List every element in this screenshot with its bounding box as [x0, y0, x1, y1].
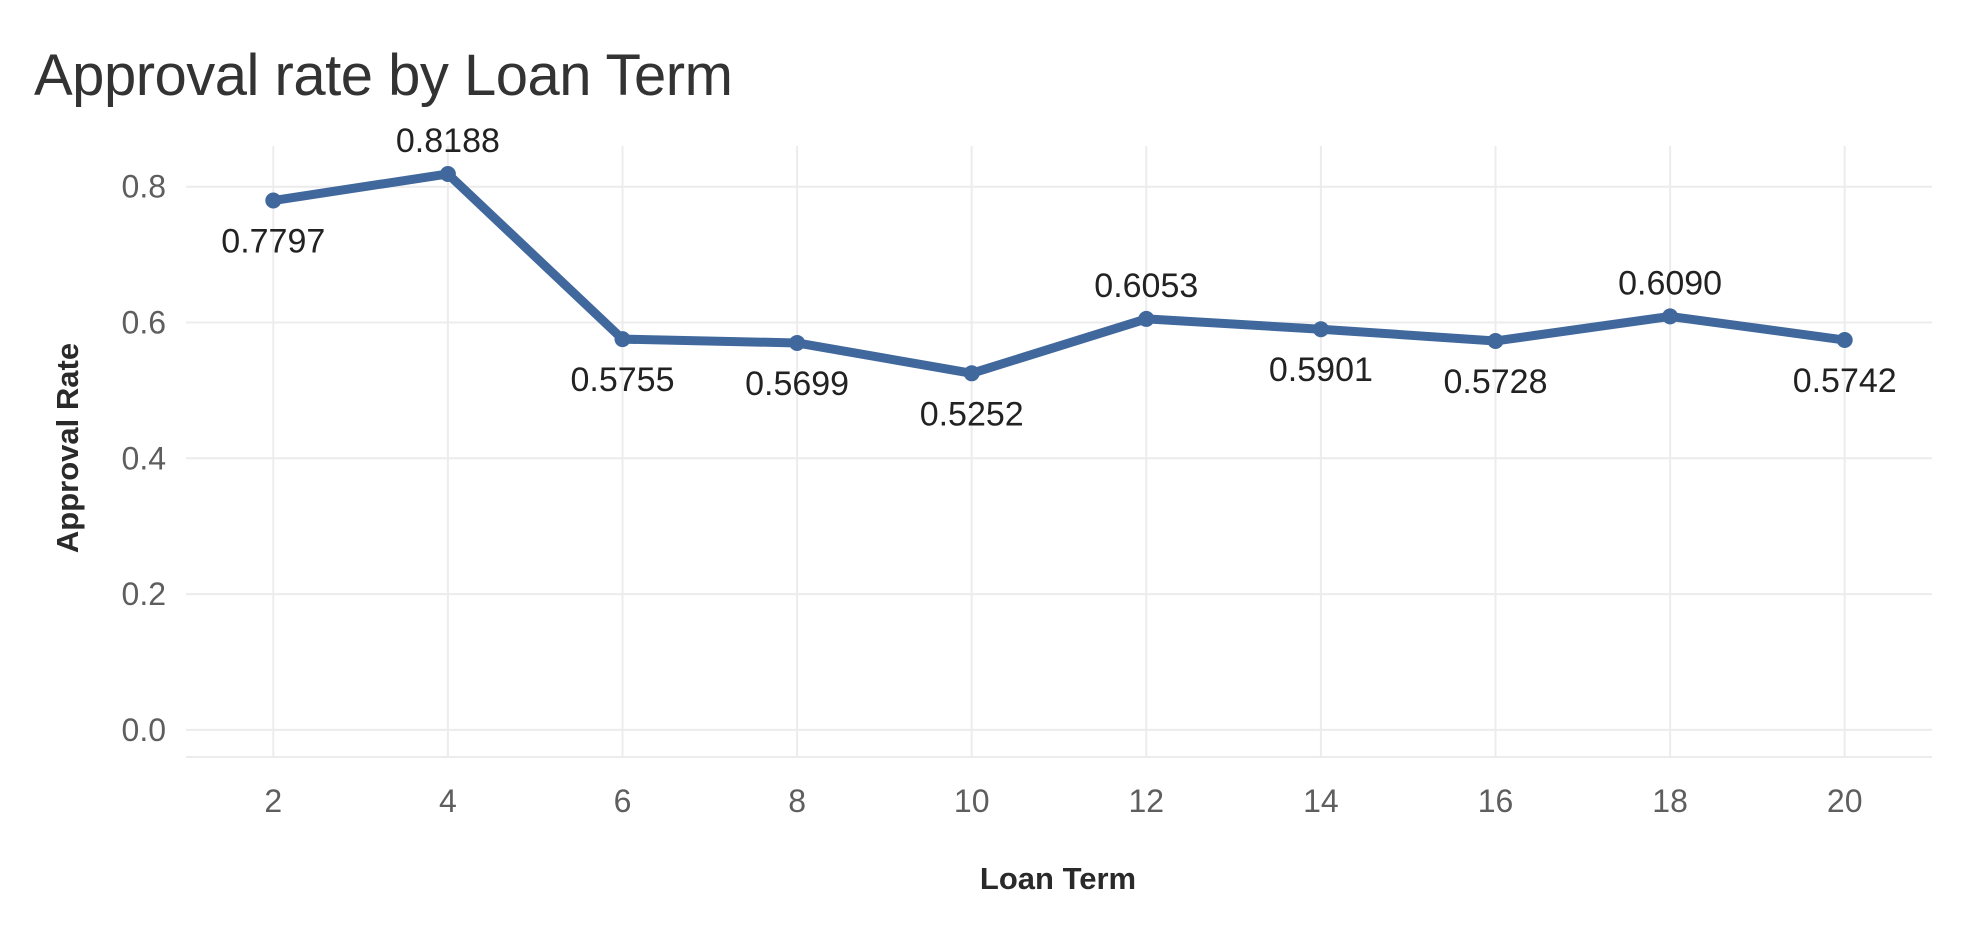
- data-point: [1487, 332, 1504, 349]
- data-label: 0.6053: [1094, 267, 1198, 305]
- data-label: 0.5728: [1444, 363, 1548, 401]
- data-point: [1138, 310, 1155, 327]
- data-point: [1836, 332, 1853, 349]
- grid: [186, 146, 1932, 758]
- y-tick-label: 0.4: [122, 440, 166, 476]
- data-label: 0.5755: [571, 361, 675, 399]
- data-point: [439, 165, 456, 182]
- y-tick-label: 0.6: [122, 305, 166, 341]
- x-tick-label: 14: [1303, 783, 1339, 819]
- x-axis-ticks: 2 4 6 8 10 12 14 16 18 20: [264, 783, 1862, 819]
- data-label: 0.7797: [221, 223, 325, 261]
- data-label: 0.5742: [1793, 362, 1897, 400]
- x-tick-label: 8: [788, 783, 806, 819]
- x-tick-label: 20: [1827, 783, 1863, 819]
- x-tick-label: 18: [1652, 783, 1688, 819]
- data-point: [1312, 321, 1329, 338]
- x-tick-label: 16: [1478, 783, 1514, 819]
- x-tick-label: 4: [439, 783, 457, 819]
- series-approval-rate: [265, 165, 1853, 382]
- data-labels: 0.7797 0.8188 0.5755 0.5699 0.5252 0.6053 0.59…: [221, 122, 1896, 433]
- y-tick-label: 0.0: [122, 712, 166, 748]
- x-tick-label: 2: [264, 783, 282, 819]
- data-point: [1662, 308, 1679, 325]
- data-point: [265, 192, 282, 209]
- data-point: [789, 334, 806, 351]
- data-label: 0.6090: [1618, 264, 1722, 302]
- x-tick-label: 12: [1129, 783, 1165, 819]
- x-tick-label: 6: [614, 783, 632, 819]
- data-label: 0.5901: [1269, 351, 1373, 389]
- series-line: [268, 169, 1850, 378]
- data-point: [963, 365, 980, 382]
- y-axis-ticks: 0.0 0.2 0.4 0.6 0.8: [122, 169, 166, 748]
- data-label: 0.5252: [920, 395, 1024, 433]
- data-label: 0.8188: [396, 122, 500, 160]
- x-axis-title: Loan Term: [980, 861, 1136, 896]
- data-label: 0.5699: [745, 365, 849, 403]
- y-tick-label: 0.2: [122, 576, 166, 612]
- data-point: [614, 331, 631, 348]
- y-tick-label: 0.8: [122, 169, 166, 205]
- y-axis-title: Approval Rate: [50, 343, 85, 553]
- x-tick-label: 10: [954, 783, 990, 819]
- chart-title: Approval rate by Loan Term: [34, 43, 733, 108]
